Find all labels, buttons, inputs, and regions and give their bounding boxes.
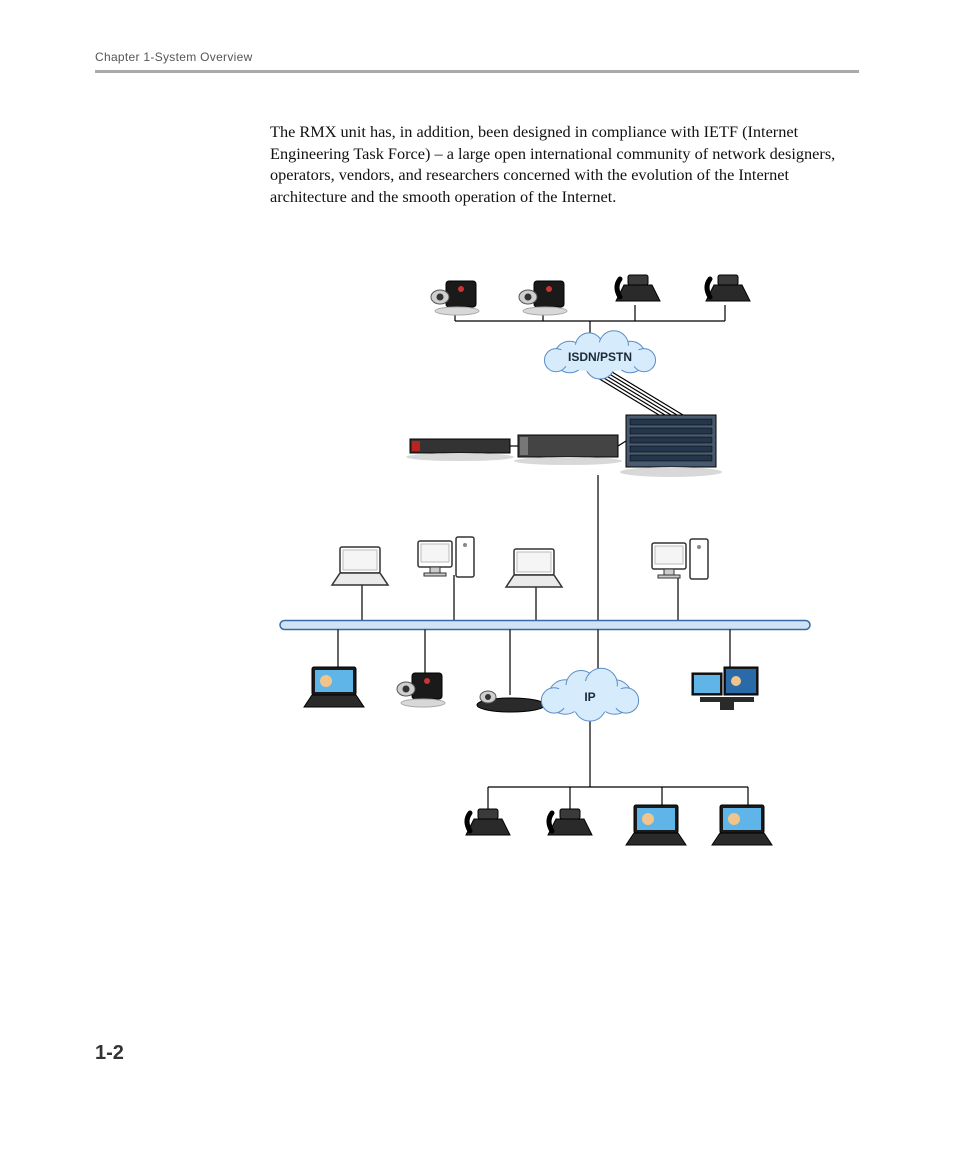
svg-text:IP: IP <box>584 690 595 704</box>
svg-text:ISDN/PSTN: ISDN/PSTN <box>568 350 632 364</box>
body-paragraph: The RMX unit has, in addition, been desi… <box>270 121 859 207</box>
header-rule <box>95 70 859 73</box>
network-diagram: ISDN/PSTN IP <box>270 247 830 887</box>
chapter-header: Chapter 1-System Overview <box>95 50 859 64</box>
page-number: 1-2 <box>95 1042 124 1065</box>
